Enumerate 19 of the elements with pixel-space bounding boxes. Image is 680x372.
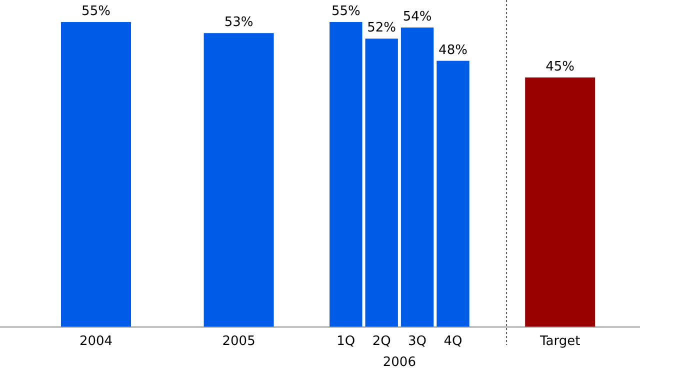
x-tick-label: 2004 bbox=[79, 334, 113, 349]
data-label: 54% bbox=[402, 10, 432, 25]
data-label: 45% bbox=[546, 59, 575, 74]
data-label: 55% bbox=[331, 4, 360, 19]
x-tick-label: 2005 bbox=[222, 334, 256, 349]
bar bbox=[436, 60, 470, 327]
data-label: 53% bbox=[224, 15, 254, 30]
x-tick-label: 4Q bbox=[444, 334, 462, 349]
data-label: 48% bbox=[438, 42, 468, 58]
x-tick-label: Target bbox=[538, 334, 580, 349]
text: 2006 bbox=[382, 355, 416, 370]
data-label: 52% bbox=[367, 20, 396, 36]
x-tick-label: 1Q bbox=[336, 334, 356, 349]
x-tick-label: 2Q bbox=[372, 334, 391, 349]
bar bbox=[400, 28, 434, 327]
bar bbox=[365, 38, 398, 327]
bar bbox=[330, 22, 362, 327]
data-label: 55% bbox=[82, 4, 110, 19]
x-tick-label: 3Q bbox=[408, 334, 427, 349]
